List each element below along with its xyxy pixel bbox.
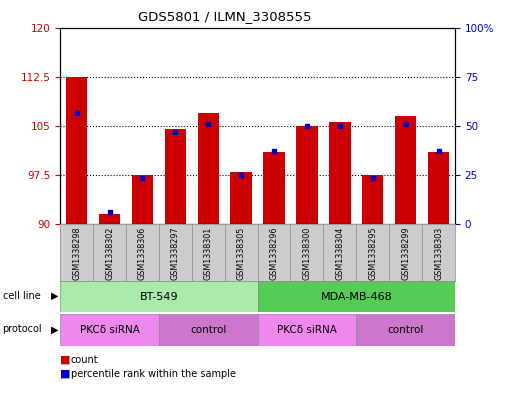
Bar bbox=[198, 113, 219, 224]
Bar bbox=[159, 314, 257, 346]
Text: GSM1338295: GSM1338295 bbox=[368, 226, 377, 280]
Text: control: control bbox=[190, 325, 226, 335]
Bar bbox=[60, 281, 257, 312]
Bar bbox=[329, 123, 350, 224]
Text: GSM1338300: GSM1338300 bbox=[302, 226, 311, 279]
Text: GDS5801 / ILMN_3308555: GDS5801 / ILMN_3308555 bbox=[138, 10, 312, 23]
Bar bbox=[264, 152, 285, 224]
Text: protocol: protocol bbox=[3, 324, 42, 334]
Text: BT-549: BT-549 bbox=[140, 292, 178, 302]
Bar bbox=[66, 77, 87, 224]
Text: GSM1338301: GSM1338301 bbox=[204, 226, 213, 279]
Text: GSM1338296: GSM1338296 bbox=[269, 226, 279, 280]
Text: PKCδ siRNA: PKCδ siRNA bbox=[79, 325, 140, 335]
Text: GSM1338306: GSM1338306 bbox=[138, 226, 147, 279]
Bar bbox=[132, 175, 153, 224]
Text: ▶: ▶ bbox=[51, 291, 59, 301]
Text: cell line: cell line bbox=[3, 291, 40, 301]
Text: GSM1338305: GSM1338305 bbox=[236, 226, 246, 280]
Text: GSM1338298: GSM1338298 bbox=[72, 226, 81, 280]
Text: GSM1338299: GSM1338299 bbox=[401, 226, 410, 280]
Bar bbox=[395, 116, 416, 224]
Text: GSM1338303: GSM1338303 bbox=[434, 226, 443, 279]
Text: control: control bbox=[388, 325, 424, 335]
Bar bbox=[257, 281, 455, 312]
Text: count: count bbox=[71, 354, 98, 365]
Bar bbox=[356, 314, 455, 346]
Text: GSM1338304: GSM1338304 bbox=[335, 226, 344, 279]
Bar bbox=[60, 314, 159, 346]
Text: ■: ■ bbox=[60, 354, 71, 365]
Text: GSM1338297: GSM1338297 bbox=[171, 226, 180, 280]
Text: ▶: ▶ bbox=[51, 324, 59, 334]
Bar bbox=[165, 129, 186, 224]
Text: PKCδ siRNA: PKCδ siRNA bbox=[277, 325, 337, 335]
Text: MDA-MB-468: MDA-MB-468 bbox=[321, 292, 392, 302]
Text: percentile rank within the sample: percentile rank within the sample bbox=[71, 369, 235, 379]
Bar bbox=[296, 126, 317, 224]
Bar bbox=[99, 214, 120, 224]
Text: GSM1338302: GSM1338302 bbox=[105, 226, 114, 280]
Bar bbox=[428, 152, 449, 224]
Bar bbox=[231, 172, 252, 224]
Bar bbox=[362, 175, 383, 224]
Text: ■: ■ bbox=[60, 369, 71, 379]
Bar bbox=[257, 314, 356, 346]
